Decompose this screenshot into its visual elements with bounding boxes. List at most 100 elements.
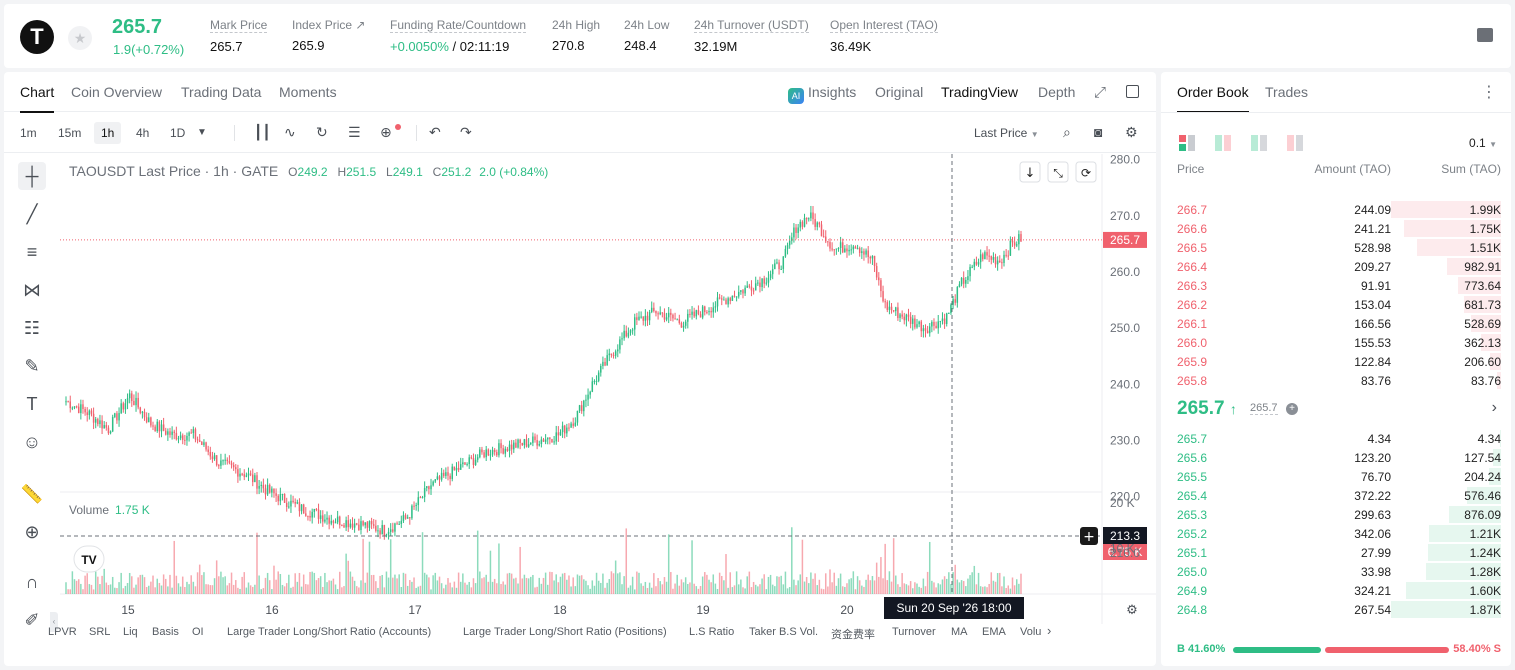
more-icon[interactable]: ⋮ [1481, 84, 1497, 101]
ruler-icon[interactable]: 📏 [20, 484, 44, 504]
timeframe-4h[interactable]: 4h [136, 126, 150, 140]
indicators-icon[interactable]: ∿ [284, 124, 296, 140]
indicator-ma[interactable]: MA [951, 626, 968, 638]
price-source-select[interactable]: Last Price ▼ [974, 126, 1039, 140]
expand-icon[interactable]: ⤢ [1094, 84, 1107, 101]
book-icon[interactable] [1477, 28, 1493, 42]
redo-icon[interactable]: ↷ [460, 124, 472, 140]
timeframe-1d[interactable]: 1D [170, 126, 186, 140]
window-icon[interactable] [1126, 85, 1139, 98]
indicator-volume[interactable]: Volu [1020, 626, 1042, 638]
candlestick-chart[interactable]: 265.7 + 213.3 6.75 K 280.0 270.0 260.0 250.0 240… [60, 154, 1156, 624]
indicator-lpvr[interactable]: LPVR [48, 626, 77, 638]
tab-order-book[interactable]: Order Book [1177, 84, 1249, 113]
volume-bar [899, 586, 901, 594]
ask-row[interactable]: 266.2 153.04 681.73 [1161, 295, 1511, 314]
horizontal-lines-icon[interactable]: ≡ [26, 242, 38, 262]
bid-row[interactable]: 265.1 27.99 1.24K [1161, 543, 1511, 562]
timeframe-1m[interactable]: 1m [20, 126, 37, 140]
stat-index-price[interactable]: Index Price ↗ 265.9 [292, 18, 366, 53]
indicator-taker-bs-vol[interactable]: Taker B.S Vol. [749, 626, 819, 638]
ask-row[interactable]: 266.7 244.09 1.99K [1161, 200, 1511, 219]
ask-row[interactable]: 266.5 528.98 1.51K [1161, 238, 1511, 257]
emoji-icon[interactable]: ☺ [22, 432, 42, 452]
volume-bar [631, 576, 634, 594]
crosshair-icon[interactable]: ┼ [18, 162, 46, 190]
view-bids-icon[interactable] [1251, 135, 1267, 151]
candle [120, 403, 122, 414]
tab-moments[interactable]: Moments [279, 84, 337, 100]
ask-row[interactable]: 266.3 91.91 773.64 [1161, 276, 1511, 295]
camera-icon[interactable]: ◙ [1094, 124, 1103, 140]
indicator-basis[interactable]: Basis [152, 626, 179, 638]
ask-row[interactable]: 265.9 122.84 206.60 [1161, 352, 1511, 371]
precision-select[interactable]: 0.1 ▼ [1469, 136, 1497, 150]
fib-icon[interactable]: ☷ [23, 318, 41, 338]
timeframe-15m[interactable]: 15m [58, 126, 82, 140]
view-depth[interactable]: Depth [1038, 84, 1076, 100]
chevron-right-icon[interactable]: › [1047, 623, 1052, 638]
undo-icon[interactable]: ↶ [429, 124, 441, 140]
view-asks-icon[interactable] [1287, 135, 1303, 151]
indicator-funding-rate[interactable]: 资金费率 [831, 629, 875, 641]
bid-row[interactable]: 265.6 123.20 127.54 [1161, 448, 1511, 467]
bid-row[interactable]: 265.7 4.34 4.34 [1161, 429, 1511, 448]
indicator-ltlsr-accounts[interactable]: Large Trader Long/Short Ratio (Accounts) [227, 626, 432, 638]
bid-row[interactable]: 265.5 76.70 204.24 [1161, 467, 1511, 486]
ask-row[interactable]: 266.1 166.56 528.69 [1161, 314, 1511, 333]
bid-row[interactable]: 264.8 267.54 1.87K [1161, 600, 1511, 619]
pencil-lock-icon[interactable]: ✐ [24, 610, 40, 630]
view-tradingview[interactable]: TradingView [941, 84, 1019, 100]
candle [530, 442, 532, 445]
add-indicator-icon[interactable]: ⊕ [380, 124, 392, 140]
candle [224, 459, 226, 461]
search-icon[interactable]: ⌕ [1063, 124, 1071, 140]
ask-row[interactable]: 266.4 209.27 982.91 [1161, 257, 1511, 276]
view-insights[interactable]: AI Insights [788, 84, 856, 104]
brush-icon[interactable]: ✎ [24, 356, 40, 376]
indicator-ltlsr-positions[interactable]: Large Trader Long/Short Ratio (Positions… [463, 626, 667, 638]
text-icon[interactable]: T [26, 394, 38, 414]
bid-row[interactable]: 265.0 33.98 1.28K [1161, 562, 1511, 581]
volume-bar [661, 584, 664, 594]
candle [907, 314, 910, 317]
bid-row[interactable]: 265.3 299.63 876.09 [1161, 505, 1511, 524]
volume-bar [712, 574, 715, 594]
tab-coin-overview[interactable]: Coin Overview [71, 84, 163, 100]
indicator-ls-ratio[interactable]: L.S Ratio [689, 626, 735, 638]
indicator-oi[interactable]: OI [192, 626, 204, 638]
volume-bar [485, 574, 487, 594]
favorite-star-icon[interactable]: ★ [68, 26, 92, 50]
gear-icon[interactable]: ⚙ [1125, 124, 1138, 140]
bid-row[interactable]: 264.9 324.21 1.60K [1161, 581, 1511, 600]
refresh-icon[interactable]: ↻ [316, 124, 328, 140]
zoom-in-icon[interactable]: ⊕ [24, 522, 40, 542]
chevron-down-icon[interactable]: ▼ [197, 127, 207, 138]
bid-row[interactable]: 265.2 342.06 1.21K [1161, 524, 1511, 543]
tab-trades[interactable]: Trades [1265, 84, 1309, 100]
view-both-icon[interactable] [1179, 135, 1195, 151]
timeframe-1h[interactable]: 1h [94, 122, 122, 144]
collapse-toolbar-button[interactable]: ‹ [50, 612, 58, 632]
volume-bar [447, 578, 449, 594]
indicator-turnover[interactable]: Turnover [892, 626, 936, 638]
ask-row[interactable]: 266.0 155.53 362.13 [1161, 333, 1511, 352]
volume-bar [718, 572, 721, 594]
indicator-srl[interactable]: SRL [89, 626, 111, 638]
ask-row[interactable]: 266.6 241.21 1.75K [1161, 219, 1511, 238]
candle [1005, 254, 1007, 256]
ask-row[interactable]: 265.8 83.76 83.76 [1161, 371, 1511, 390]
chevron-right-icon[interactable]: › [1491, 399, 1497, 416]
bid-row[interactable]: 265.4 372.22 576.46 [1161, 486, 1511, 505]
indicator-liq[interactable]: Liq [123, 626, 138, 638]
template-icon[interactable]: ☰ [348, 124, 361, 140]
view-original[interactable]: Original [875, 84, 924, 100]
indicator-ema[interactable]: EMA [982, 626, 1006, 638]
tab-trading-data[interactable]: Trading Data [181, 84, 262, 100]
magnet-icon[interactable]: ∩ [25, 572, 39, 592]
pattern-icon[interactable]: ⋈ [23, 280, 41, 300]
trendline-icon[interactable]: ╱ [26, 204, 38, 224]
view-split-icon[interactable] [1215, 135, 1231, 151]
tab-chart[interactable]: Chart [20, 84, 55, 113]
candle-type-icon[interactable]: ┃┃ [254, 124, 271, 140]
